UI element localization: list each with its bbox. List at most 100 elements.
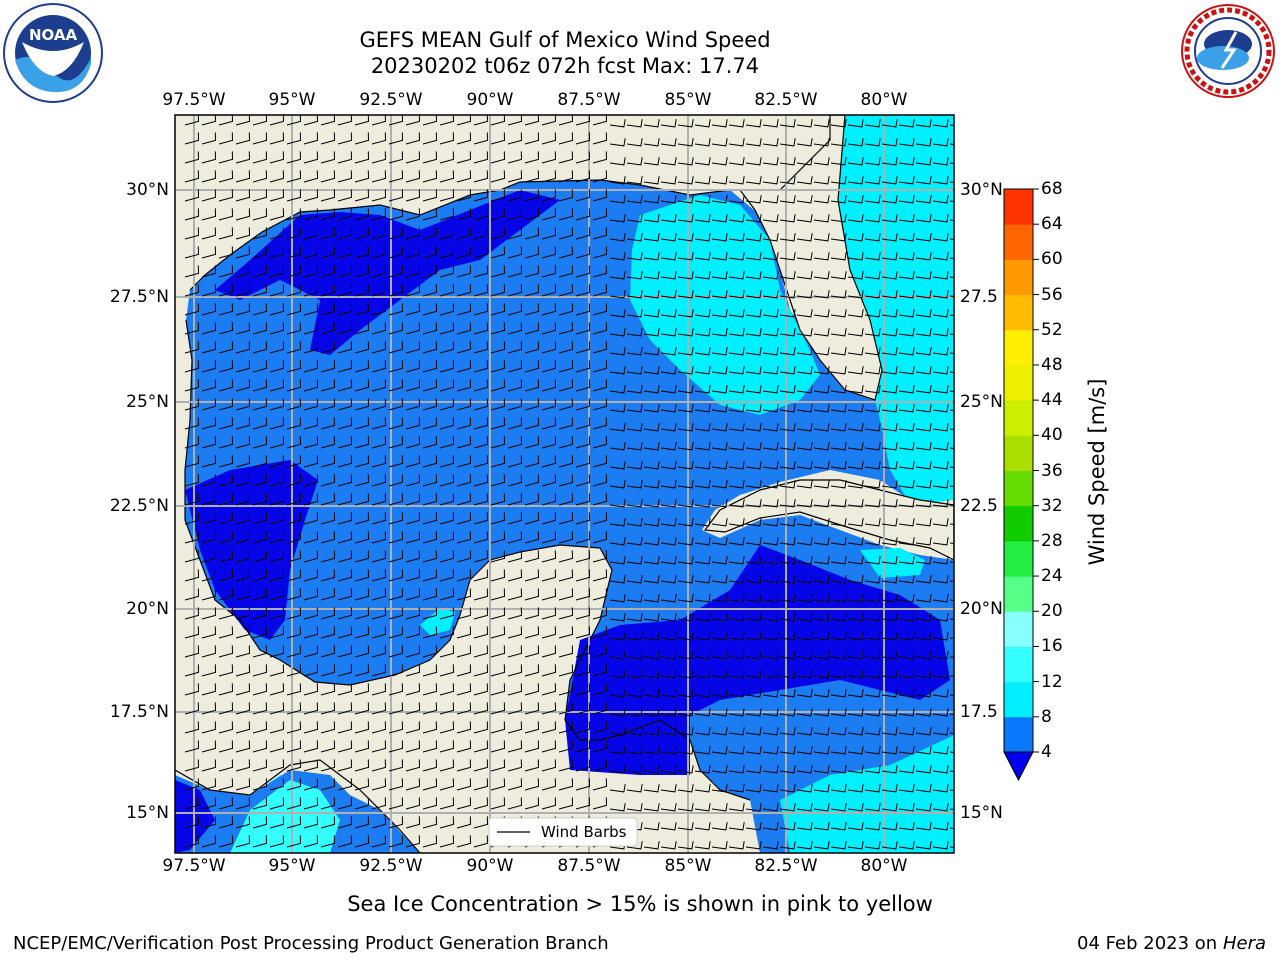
wind-barb [728,309,745,318]
wind-barb [558,246,574,259]
wind-barb [762,670,779,679]
wind-barb [473,132,489,145]
lon-label-top: 95°W [268,90,316,110]
wind-barb [932,176,949,185]
wind-barb [422,512,438,525]
wind-barb [694,518,711,527]
wind-barb [405,778,421,791]
wind-barb [660,575,677,584]
wind-barb [320,778,336,791]
wind-barb [541,246,557,259]
colorbar-extend-arrow [1003,751,1034,782]
wind-barb [898,822,915,831]
wind-barb [711,480,728,489]
wind-barb [915,290,932,299]
wind-barb [864,442,881,451]
wind-barb [762,366,779,375]
wind-barb [592,379,608,392]
wind-barb [881,119,898,128]
wind-barb [354,284,370,297]
wind-barb [932,727,949,736]
wind-barb [422,322,438,335]
wind-barb [847,290,864,299]
wind-barb [507,246,523,259]
wind-barb [235,664,251,677]
wind-barb [915,366,932,375]
wind-barb [881,366,898,375]
wind-barb [524,493,540,506]
wind-barb [337,303,353,316]
wind-barb [422,702,438,715]
wind-barb [422,664,438,677]
wind-barb [541,170,557,183]
wind-barb [762,328,779,337]
colorbar-tick-label: 12 [1041,671,1063,692]
wind-barb [507,151,523,164]
wind-barb [354,626,370,639]
wind-barb [864,290,881,299]
wind-barb [847,366,864,375]
wind-barb [303,721,319,734]
wind-barb [558,512,574,525]
wind-barb [252,115,268,126]
wind-barb [813,385,830,394]
wind-barb [711,556,728,565]
wind-barb [796,290,813,299]
wind-barb [524,189,540,202]
wind-barb [524,702,540,715]
lat-label-right: 25°N [960,392,1003,412]
wind-barb [660,461,677,470]
wind-barb [269,702,285,715]
wind-barb [898,271,915,280]
wind-barb [286,588,302,601]
wind-barb [388,284,404,297]
wind-barb [677,233,694,242]
colorbar-segment [1004,716,1033,753]
wind-barb [609,499,626,508]
wind-barb [779,708,796,717]
wind-barb [592,683,608,696]
wind-barb [184,664,200,677]
wind-barb [218,626,234,639]
wind-barb [830,385,847,394]
wind-barb [830,214,847,223]
wind-barb [184,322,200,335]
wind-barb [354,265,370,278]
wind-barb [490,341,506,354]
wind-barb [728,708,745,717]
wind-barb [456,797,472,810]
wind-barb [626,252,643,261]
wind-barb [745,347,762,356]
wind-barb [847,442,864,451]
wind-barb [405,284,421,297]
wind-barb [269,531,285,544]
wind-barb [932,195,949,204]
wind-barb [864,689,881,698]
wind-barb [456,626,472,639]
wind-barb [184,436,200,449]
wind-barb [269,493,285,506]
wind-barb [422,379,438,392]
wind-barb [473,436,489,449]
chart-subtitle: 20230202 t06z 072h fcst Max: 17.74 [370,54,760,78]
wind-barb [915,765,932,774]
wind-barb [201,189,217,202]
noaa-logo: NOAA [3,3,103,103]
wind-barb [745,176,762,185]
wind-barb [915,689,932,698]
wind-barb [898,290,915,299]
wind-barb [626,480,643,489]
wind-barb [269,246,285,259]
wind-barb [235,721,251,734]
wind-barb [745,423,762,432]
wind-barb [660,689,677,698]
wind-barb [388,132,404,145]
wind-barb [303,208,319,221]
wind-barb [201,683,217,696]
wind-barb [728,347,745,356]
wind-barb [439,778,455,791]
wind-barb [626,214,643,223]
wind-barb [728,651,745,660]
wind-barb [796,670,813,679]
wind-barb [218,759,234,772]
